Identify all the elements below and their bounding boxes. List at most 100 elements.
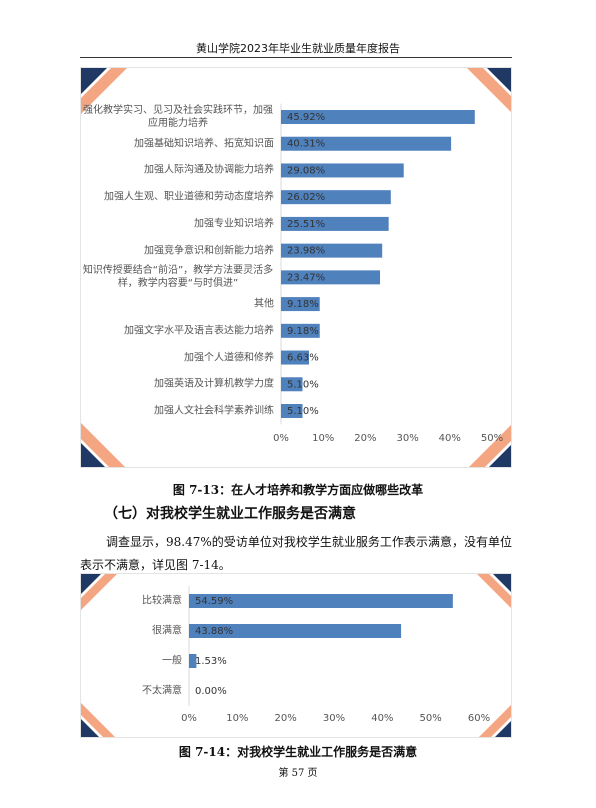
y-tick-label: 不太满意 (82, 685, 182, 698)
paragraph: 调查显示，98.47%的受访单位对我校学生就业服务工作表示满意，没有单位表示不满… (80, 535, 512, 572)
x-tick-label: 30% (323, 713, 345, 724)
category-text: 加强竞争意识和创新能力培养 (144, 245, 274, 257)
x-tick-label: 10% (312, 433, 334, 444)
x-tick-label: 40% (371, 713, 393, 724)
data-label: 40.31% (287, 139, 325, 150)
category-text: 不太满意 (142, 685, 182, 697)
bar (281, 136, 452, 151)
page-number: 第 57 页 (278, 768, 318, 779)
y-tick-label: 加强基础知识培养、拓宽知识面 (82, 137, 274, 150)
bar (281, 377, 303, 392)
category-text: 加强人生观、职业道德和劳动态度培养 (104, 191, 274, 203)
y-tick-label: 加强个人道德和修养 (82, 351, 274, 364)
y-tick-label: 加强人生观、职业道德和劳动态度培养 (82, 191, 274, 204)
data-label: 5.10% (287, 406, 319, 417)
category-text: 很满意 (152, 625, 182, 637)
bar (281, 323, 320, 338)
x-tick-label: 0% (273, 433, 289, 444)
corner-decoration (487, 68, 511, 92)
y-tick-label: 比较满意 (82, 595, 182, 608)
bar (281, 163, 404, 178)
figure-caption: 图 7-13：在人才培养和教学方面应做哪些改革 (172, 483, 424, 497)
x-tick-label: 40% (439, 433, 461, 444)
x-tick-label: 10% (226, 713, 248, 724)
x-tick-label: 60% (468, 713, 490, 724)
x-tick-label: 50% (420, 713, 442, 724)
bar (189, 624, 402, 638)
figure-caption: 图 7-14：对我校学生就业工作服务是否满意 (178, 745, 418, 759)
category-text: 其他 (254, 298, 274, 310)
corner-decoration (81, 574, 117, 610)
y-tick-label: 加强竞争意识和创新能力培养 (82, 244, 274, 257)
category-text: 加强个人道德和修养 (184, 352, 274, 364)
data-label: 1.53% (195, 656, 227, 667)
bar (281, 404, 303, 418)
category-text: 加强专业知识培养 (194, 218, 274, 230)
corner-decoration (81, 719, 99, 737)
y-tick-label: 加强英语及计算机教学力度 (82, 378, 274, 391)
data-label: 9.18% (287, 299, 319, 310)
category-text: 比较满意 (142, 595, 182, 607)
header-rule (80, 57, 512, 58)
category-text: 加强人文社会科学素养训练 (154, 405, 274, 417)
data-label: 26.02% (287, 192, 325, 203)
category-text: 加强文字水平及语言表达能力培养 (124, 325, 274, 337)
y-tick-label: 加强人文社会科学素养训练 (82, 405, 274, 418)
bar (281, 243, 383, 258)
chart: 0% 10% 20% 30% 40% 50% 60% 54.59% 43.88% 1.53% 0.0… (81, 574, 511, 737)
data-label: 6.63% (287, 353, 319, 364)
x-tick-label: 20% (354, 433, 376, 444)
bar (189, 654, 197, 668)
data-label: 29.08% (287, 165, 325, 176)
data-label: 5.10% (287, 379, 319, 390)
data-label: 45.92% (287, 112, 325, 123)
corner-decoration (479, 705, 511, 737)
corner-decoration (467, 68, 511, 112)
y-tick-label: 加强文字水平及语言表达能力培养 (82, 324, 274, 337)
x-tick-label: 30% (396, 433, 418, 444)
corner-decoration (493, 574, 511, 592)
data-label: 23.47% (287, 272, 325, 283)
corner-decoration (81, 443, 105, 467)
category-text: 加强基础知识培养、拓宽知识面 (134, 138, 274, 150)
category-text: 加强人际沟通及协调能力培养 (144, 164, 274, 176)
y-tick-label: 加强专业知识培养 (82, 217, 274, 230)
bar (281, 350, 309, 365)
y-tick-label: 知识传授要结合“前沿”，教学方法要灵活多样，教学内容要“与时俱进” (82, 264, 274, 290)
corner-decoration (495, 721, 511, 737)
data-label: 9.18% (287, 326, 319, 337)
category-text: 知识传授要结合“前沿”，教学方法要灵活多样，教学内容要“与时俱进” (82, 265, 274, 290)
bar (189, 594, 453, 608)
bar (281, 270, 381, 285)
data-label: 0.00% (195, 686, 227, 697)
y-tick-label: 其他 (82, 298, 274, 311)
data-label: 54.59% (195, 596, 233, 607)
corner-decoration (477, 574, 511, 608)
data-label: 25.51% (287, 219, 325, 230)
x-tick-label: 20% (275, 713, 297, 724)
chart: 0% 10% 20% 30% 40% 50% 45.92% 40.31% 29.08% 26.02… (81, 68, 511, 467)
corner-decoration (489, 445, 511, 467)
y-tick-label: 加强人际沟通及协调能力培养 (82, 164, 274, 177)
y-tick-label: 一般 (82, 655, 182, 668)
data-label: 23.98% (287, 246, 325, 257)
y-tick-label: 强化教学实习、见习及社会实践环节，加强应用能力培养 (82, 104, 274, 130)
chart-frame: 0% 10% 20% 30% 40% 50% 60% 54.59% 43.88% 1.53% 0.0… (80, 573, 512, 738)
corner-decoration (81, 703, 115, 737)
data-label: 43.88% (195, 626, 233, 637)
category-text: 强化教学实习、见习及社会实践环节，加强应用能力培养 (83, 105, 273, 129)
y-tick-label: 很满意 (82, 625, 182, 638)
header-title: 黄山学院2023年毕业生就业质量年度报告 (196, 42, 400, 55)
category-text: 一般 (162, 655, 182, 667)
chart-frame: 0% 10% 20% 30% 40% 50% 45.92% 40.31% 29.08% 26.02… (80, 67, 512, 468)
corner-decoration (81, 423, 125, 467)
bar (281, 216, 389, 231)
corner-decoration (81, 68, 127, 114)
category-text: 加强英语及计算机教学力度 (154, 378, 274, 390)
bar (281, 110, 475, 124)
x-tick-label: 50% (481, 433, 503, 444)
bar (281, 190, 391, 205)
corner-decoration (81, 68, 107, 94)
bar (281, 297, 320, 312)
